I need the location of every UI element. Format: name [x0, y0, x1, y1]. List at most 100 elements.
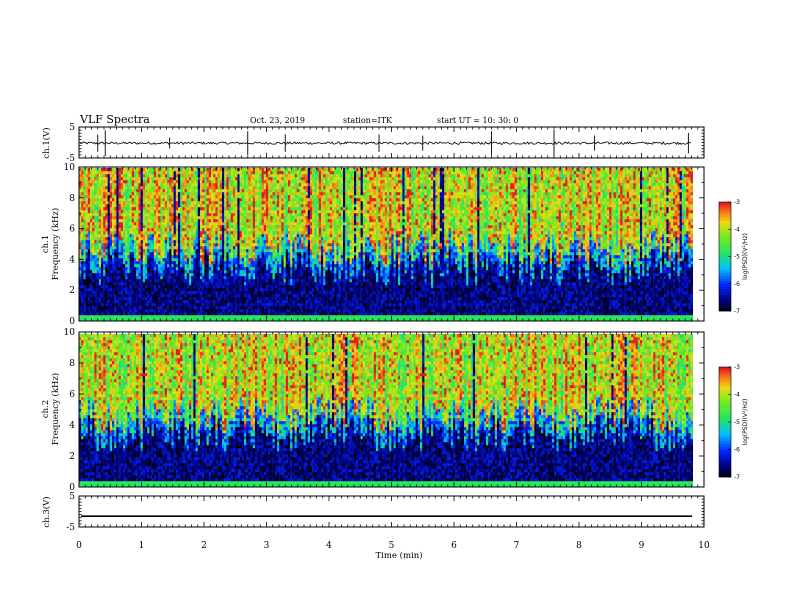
sp1-cell [248, 264, 251, 268]
sp1-cell [261, 228, 264, 232]
sp1-cell [105, 282, 108, 286]
sp1-cell [145, 240, 148, 244]
sp1-cell [200, 186, 203, 190]
sp1-cell [213, 258, 216, 262]
sp1-cell [248, 258, 251, 262]
sp1-cell [244, 270, 247, 274]
sp1-cell [191, 312, 194, 316]
sp1-cell [241, 255, 245, 259]
sp1-cell [96, 216, 99, 220]
sp1-cell [151, 225, 154, 229]
sp1-cell [164, 270, 168, 274]
sp1-cell [241, 300, 245, 304]
sp1-cell [118, 180, 121, 184]
sp1-cell [96, 264, 99, 268]
sp1-cell [211, 237, 214, 241]
sp1-cell [156, 177, 159, 181]
sp1-cell [279, 294, 282, 298]
sp1-cell [178, 312, 181, 316]
sp1-cell [261, 177, 264, 181]
sp1-cell [266, 180, 269, 184]
sp1-cell [180, 189, 183, 193]
sp1-cell [101, 267, 104, 271]
sp1-cell [98, 243, 102, 247]
sp1-cell [156, 273, 159, 277]
sp1-cell [175, 186, 179, 190]
sp1-cell [261, 303, 264, 307]
sp1-cell [193, 210, 196, 214]
sp1-cell [178, 192, 181, 196]
sp1-cell [123, 255, 126, 259]
sp1-cell [230, 168, 234, 172]
sp1-cell [228, 285, 231, 289]
sp1-cell [189, 231, 192, 235]
sp1-cell [90, 246, 93, 250]
sp1-cell [107, 258, 110, 262]
sp1-cell [127, 180, 130, 184]
sp1-cell [259, 297, 262, 301]
sp1-cell [230, 252, 234, 256]
sp1-cell [266, 234, 269, 238]
sp1-cell [180, 228, 183, 232]
sp1-cell [202, 261, 205, 265]
sp1-cell [171, 186, 174, 190]
sp1-cell [274, 189, 278, 193]
sp1-cell [279, 309, 282, 313]
sp1-cell [151, 252, 154, 256]
sp1-cell [169, 195, 172, 199]
sp1-cell [261, 300, 264, 304]
sp1-cell [257, 192, 260, 196]
sp1-cell [228, 249, 231, 253]
sp1-cell [182, 285, 185, 289]
sp1-cell [149, 198, 152, 202]
sp1-cell [189, 267, 192, 271]
sp1-cell [107, 183, 110, 187]
sp1-cell [175, 279, 179, 283]
sp1-cell [101, 276, 104, 280]
sp1-cell [140, 291, 143, 295]
sp1-cell [79, 312, 82, 316]
sp1-cell [274, 204, 278, 208]
sp1-cell [259, 264, 262, 268]
sp1-cell [107, 303, 110, 307]
sp1-cell [246, 231, 249, 235]
sp1-cell [191, 300, 194, 304]
sp1-cell [81, 237, 84, 241]
sp1-cell [226, 279, 229, 283]
sp1-cell [193, 213, 196, 217]
sp1-cell [259, 252, 262, 256]
sp1-cell [162, 177, 165, 181]
sp1-cell [79, 240, 82, 244]
sp1-cell [237, 183, 240, 187]
sp1-cell [215, 195, 218, 199]
sp1-cell [129, 309, 132, 313]
sp1-cell [105, 264, 108, 268]
sp1-cell [169, 312, 172, 316]
sp1-cell [171, 309, 174, 313]
sp1-cell [241, 267, 245, 271]
sp1-cell [228, 177, 231, 181]
sp1-cell [158, 291, 161, 295]
sp1-cell [158, 237, 161, 241]
sp1-cell [189, 264, 192, 268]
sp1-cell [169, 180, 172, 184]
sp1-cell [125, 309, 128, 313]
sp1-cell [197, 192, 201, 196]
sp1-cell [186, 192, 190, 196]
sp1-cell [173, 237, 176, 241]
sp1-cell [250, 174, 253, 178]
sp1-cell [182, 180, 185, 184]
sp1-cell [230, 255, 234, 259]
sp1-cell [101, 309, 104, 313]
sp1-cell [274, 312, 278, 316]
sp1-cell [136, 270, 139, 274]
sp1-cell [116, 258, 119, 262]
sp1-cell [226, 210, 229, 214]
sp1-cell [158, 267, 161, 271]
sp1-cell [215, 279, 218, 283]
sp1-cell [140, 219, 143, 223]
sp1-cell [123, 264, 126, 268]
sp1-cell [109, 303, 113, 307]
sp1-cell [81, 312, 84, 316]
sp1-cell [83, 249, 86, 253]
